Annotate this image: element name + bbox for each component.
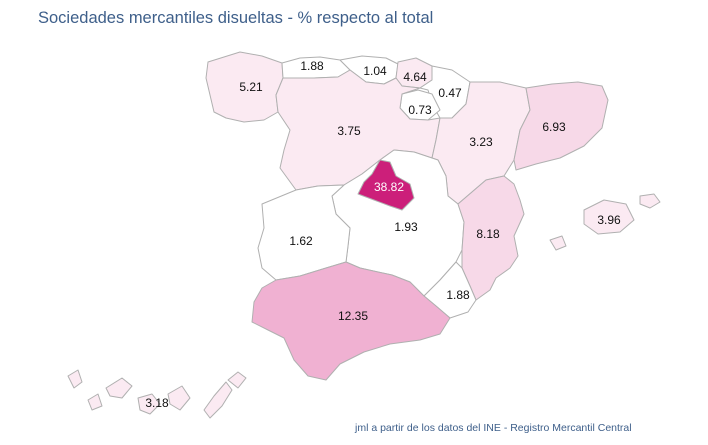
source-note: jml a partir de los datos del INE - Regi… — [355, 422, 632, 434]
region-valenciana[interactable] — [457, 175, 525, 301]
region-islas-baleares[interactable] — [549, 193, 661, 251]
label-extremadura: 1.62 — [289, 234, 313, 248]
label-pais-vasco: 4.64 — [403, 70, 427, 84]
region-canarias[interactable] — [67, 369, 247, 419]
label-madrid: 38.82 — [374, 180, 404, 194]
region-galicia[interactable] — [205, 51, 284, 123]
region-madrid[interactable] — [357, 159, 415, 211]
label-valenciana: 8.18 — [476, 227, 500, 241]
label-canarias: 3.18 — [145, 396, 169, 410]
label-galicia: 5.21 — [239, 80, 263, 94]
map-title: Sociedades mercantiles disueltas - % res… — [38, 9, 434, 27]
label-asturias: 1.88 — [300, 59, 324, 73]
label-murcia: 1.88 — [446, 288, 470, 302]
label-castilla-leon: 3.75 — [337, 124, 361, 138]
label-navarra: 0.47 — [438, 86, 462, 100]
label-cataluna: 6.93 — [542, 120, 566, 134]
label-cantabria: 1.04 — [363, 64, 387, 78]
region-murcia[interactable] — [423, 261, 477, 319]
region-cataluna[interactable] — [513, 81, 609, 171]
region-andalucia[interactable] — [251, 261, 451, 381]
label-islas-baleares: 3.96 — [597, 213, 621, 227]
label-andalucia: 12.35 — [338, 309, 368, 323]
label-aragon: 3.23 — [469, 135, 493, 149]
label-la-rioja: 0.73 — [408, 103, 432, 117]
label-castilla-la-mancha: 1.93 — [394, 220, 418, 234]
